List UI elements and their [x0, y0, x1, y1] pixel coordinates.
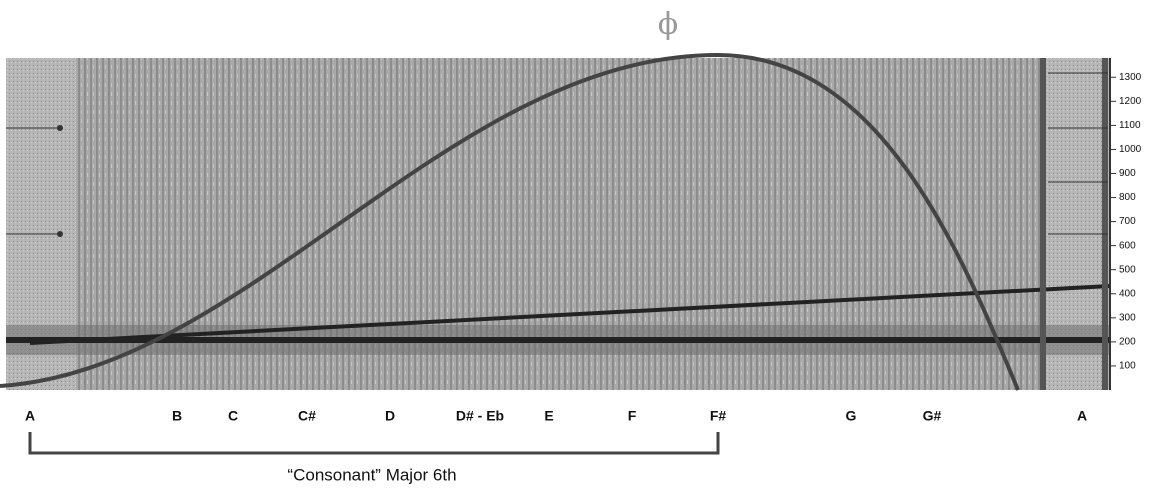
phi-symbol: ϕ — [658, 7, 678, 42]
note-label: G — [846, 408, 857, 424]
phi-curve — [0, 52, 1020, 391]
vertical-band — [1040, 58, 1046, 390]
note-label: G# — [923, 408, 942, 424]
note-label: C — [228, 408, 238, 424]
note-label: D — [385, 408, 395, 424]
note-label: F — [628, 408, 637, 424]
tick-label: 300 — [1119, 312, 1136, 323]
tick-label: 500 — [1119, 264, 1136, 275]
vertical-band — [1102, 58, 1108, 390]
tick-label: 700 — [1119, 216, 1136, 227]
tick-label: 200 — [1119, 337, 1136, 348]
tick-label: 100 — [1119, 361, 1136, 372]
tick-label: 800 — [1119, 192, 1136, 203]
note-label: A — [1077, 408, 1087, 424]
tick-label: 1200 — [1119, 96, 1142, 107]
note-label: E — [544, 408, 553, 424]
spectrogram — [0, 52, 1111, 391]
note-label: C# — [298, 408, 316, 424]
tick-label: 1100 — [1119, 120, 1141, 131]
tick-label: 1300 — [1119, 72, 1142, 83]
note-labels: A B C C# D D# - Eb E F F# G G# A — [25, 408, 1087, 424]
bracket — [28, 432, 720, 455]
tick-label: 400 — [1119, 288, 1136, 299]
note-label: F# — [710, 408, 727, 424]
bracket-label: “Consonant” Major 6th — [287, 465, 456, 484]
marker-dot — [57, 231, 63, 237]
rising-tone — [29, 284, 1111, 345]
note-label: D# - Eb — [456, 408, 504, 424]
tick-label: 900 — [1119, 168, 1136, 179]
note-label: B — [172, 408, 182, 424]
tick-label: 1000 — [1119, 144, 1142, 155]
tick-label: 600 — [1119, 240, 1136, 251]
marker-dot — [57, 125, 63, 131]
frequency-ticks: 100 200 300 400 500 600 700 800 900 1000 1100 1200 1… — [1110, 72, 1142, 372]
note-label: A — [25, 408, 35, 424]
